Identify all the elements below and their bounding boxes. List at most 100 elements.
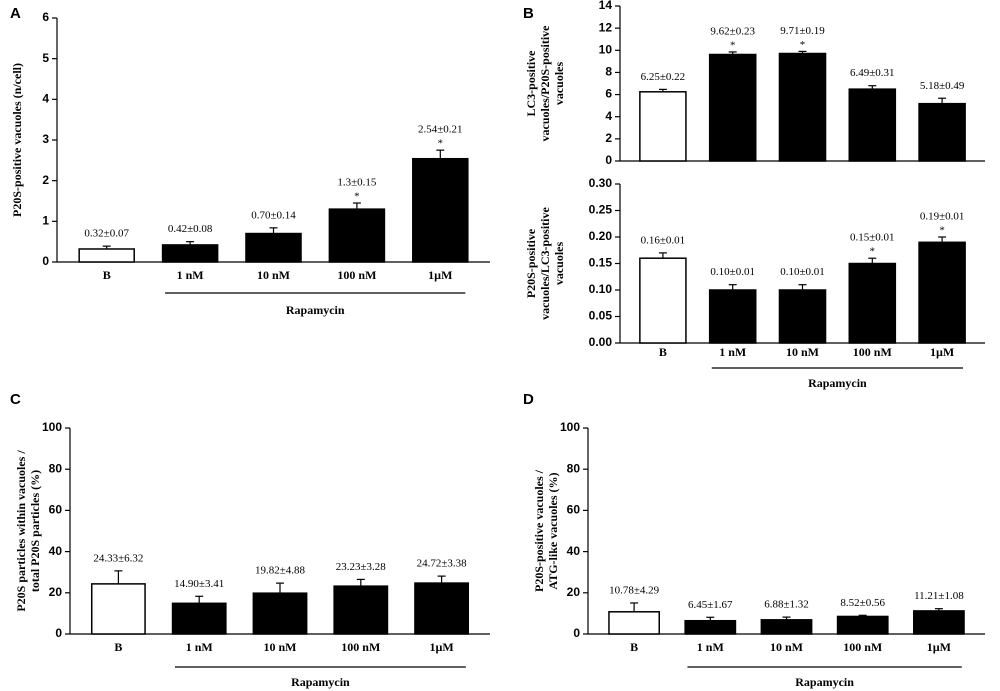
bar	[414, 582, 470, 635]
x-tick-label: 10 nM	[264, 640, 297, 654]
value-label: 24.72±3.38	[417, 558, 468, 570]
value-label: 14.90±3.41	[174, 578, 224, 590]
value-label: 6.49±0.31	[850, 67, 895, 79]
panel-letter: D	[523, 391, 534, 408]
bar	[161, 244, 219, 263]
value-label: 0.19±0.01	[920, 211, 965, 223]
bar	[848, 262, 897, 344]
y-tick-label: 4	[605, 109, 612, 123]
y-tick-label: 2	[605, 131, 612, 145]
x-tick-label: 1 nM	[177, 268, 204, 282]
value-label: 6.45±1.67	[688, 599, 733, 611]
bar	[245, 232, 302, 263]
x-tick-label: 100 nM	[853, 345, 892, 359]
y-tick-label: 60	[49, 503, 63, 517]
bar	[836, 615, 889, 635]
value-label: 0.32±0.07	[84, 228, 129, 240]
y-axis-label: vacuoles/LC3-positive	[538, 206, 552, 319]
bar	[848, 88, 897, 162]
bar	[252, 592, 308, 635]
value-label: 0.70±0.14	[251, 209, 296, 221]
x-tick-label: 10 nM	[770, 640, 803, 654]
y-axis-label: P20S-positive	[524, 228, 538, 298]
y-axis-label: LC3-positive	[524, 50, 538, 117]
value-label: 0.15±0.01	[850, 232, 895, 244]
value-label: 6.25±0.22	[641, 71, 686, 83]
y-tick-label: 12	[599, 20, 613, 34]
y-tick-label: 40	[567, 544, 581, 558]
significance-marker: *	[438, 138, 444, 150]
value-label: 0.42±0.08	[168, 223, 213, 235]
x-tick-label: 10 nM	[257, 268, 290, 282]
value-label: 23.23±3.28	[336, 561, 387, 573]
value-label: 0.16±0.01	[641, 234, 686, 246]
x-tick-label: 1µM	[428, 268, 452, 282]
y-tick-label: 5	[42, 51, 49, 65]
y-axis-label: total P20S particles (%)	[28, 470, 42, 592]
bar	[639, 91, 687, 162]
value-label: 10.78±4.29	[609, 584, 660, 596]
y-tick-label: 0.10	[589, 282, 613, 296]
y-tick-label: 0	[42, 254, 49, 268]
y-tick-label: 3	[42, 132, 49, 146]
y-tick-label: 0	[55, 626, 62, 640]
y-axis-label: P20S-positive vacuoles /	[532, 469, 546, 592]
value-label: 24.33±6.32	[93, 552, 143, 564]
bar	[90, 583, 146, 635]
bar	[760, 619, 813, 635]
bar	[412, 157, 469, 263]
bar	[684, 619, 737, 635]
x-tick-label: 1 nM	[719, 345, 746, 359]
y-tick-label: 20	[567, 585, 581, 599]
y-tick-label: 0.20	[589, 229, 613, 243]
panel-letter: B	[523, 5, 534, 22]
y-axis-label: P20S-positive vacuoles (n/cell)	[10, 63, 24, 217]
bar	[328, 208, 386, 263]
bar	[608, 611, 660, 635]
bar	[333, 585, 389, 635]
value-label: 6.88±1.32	[764, 599, 809, 611]
group-label: Rapamycin	[291, 675, 350, 689]
x-tick-label: 1µM	[930, 345, 954, 359]
group-label: Rapamycin	[808, 376, 867, 390]
y-tick-label: 0.25	[589, 203, 613, 217]
y-tick-label: 14	[599, 0, 613, 12]
x-tick-label: 100 nM	[843, 640, 882, 654]
value-label: 0.10±0.01	[780, 266, 825, 278]
y-tick-label: 1	[42, 214, 49, 228]
y-tick-label: 0.05	[589, 309, 613, 323]
y-tick-label: 0.15	[589, 256, 613, 270]
y-axis-label: P20S particles within vacuoles /	[14, 450, 28, 612]
bar	[78, 248, 135, 263]
y-tick-label: 40	[49, 544, 63, 558]
bar	[778, 52, 827, 162]
value-label: 8.52±0.56	[840, 597, 885, 609]
x-tick-label: B	[114, 640, 122, 654]
x-tick-label: 10 nM	[786, 345, 819, 359]
significance-marker: *	[939, 225, 945, 237]
bar	[913, 610, 965, 635]
bar	[918, 102, 966, 162]
y-tick-label: 0	[605, 153, 612, 167]
value-label: 2.54±0.21	[418, 124, 463, 136]
x-tick-label: B	[630, 640, 638, 654]
value-label: 9.71±0.19	[780, 25, 825, 37]
bar	[778, 289, 827, 344]
significance-marker: *	[730, 39, 736, 51]
y-tick-label: 10	[599, 42, 613, 56]
x-tick-label: 100 nM	[337, 268, 376, 282]
y-tick-label: 6	[605, 87, 612, 101]
x-tick-label: 1µM	[927, 640, 951, 654]
bar	[708, 289, 757, 344]
y-axis-label: vacuoles	[552, 242, 566, 286]
y-tick-label: 80	[49, 461, 63, 475]
x-tick-label: B	[103, 268, 111, 282]
x-tick-label: 100 nM	[341, 640, 380, 654]
value-label: 1.3±0.15	[337, 177, 377, 189]
x-tick-label: 1 nM	[697, 640, 724, 654]
y-tick-label: 80	[567, 461, 581, 475]
y-tick-label: 0	[573, 626, 580, 640]
y-tick-label: 0.30	[589, 176, 613, 190]
y-tick-label: 6	[42, 10, 49, 24]
